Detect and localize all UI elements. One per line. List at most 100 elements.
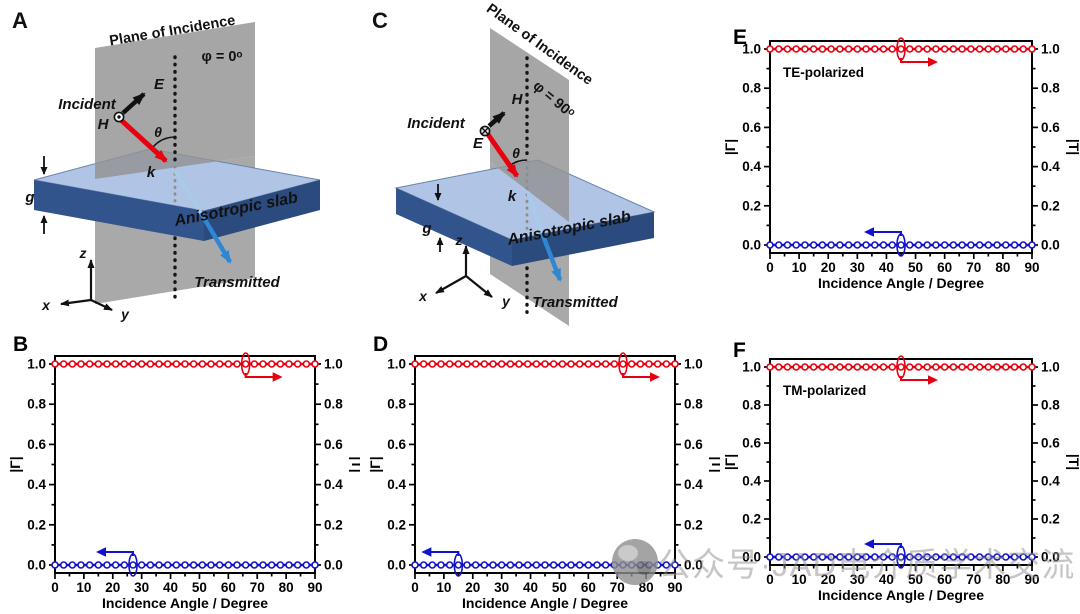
y-tick-label-right: 0.8 [1041, 81, 1060, 96]
series-marker [207, 561, 215, 569]
series-marker [215, 360, 224, 368]
series-marker [975, 45, 984, 53]
y-tick-label-left: 1.0 [742, 42, 761, 57]
y-tick-label-left: 0.4 [742, 474, 761, 489]
series-marker [801, 363, 809, 371]
y-tick-label-right: 0.4 [324, 477, 343, 492]
series-marker [766, 241, 774, 249]
series-marker [419, 360, 428, 368]
y-tick-label-right: 1.0 [1041, 360, 1060, 375]
series-marker [888, 45, 897, 53]
h-field-arrow [487, 111, 506, 128]
x-tick-label: 40 [163, 580, 178, 595]
y-tick-label-right: 1.0 [324, 357, 343, 372]
series-marker [489, 360, 497, 368]
series-marker [967, 241, 975, 249]
series-marker [671, 561, 679, 569]
series-marker [276, 561, 285, 569]
series-marker [480, 561, 489, 569]
y-tick-label-left: 0.0 [387, 558, 406, 573]
series-marker [163, 561, 172, 569]
series-marker [445, 360, 454, 368]
series-marker [627, 360, 636, 368]
series-marker [862, 45, 870, 53]
y-axis-label-left: |Γ| [722, 454, 738, 470]
series-marker [463, 360, 471, 368]
series-marker [905, 553, 914, 561]
y-tick-label-right: 0.6 [324, 437, 343, 452]
series-marker [428, 561, 437, 569]
series-marker [575, 561, 584, 569]
series-marker [853, 553, 862, 561]
x-axis-label: Incidence Angle / Degree [462, 595, 628, 611]
y-axis-label-left: |Γ| [722, 139, 738, 155]
transmitted-arrow [539, 232, 563, 282]
series-marker [809, 241, 818, 249]
series-marker [827, 363, 835, 371]
series-marker [932, 241, 940, 249]
x-tick-label: 0 [766, 260, 774, 275]
series-marker [888, 241, 897, 249]
y-tick-label-left: 0.4 [387, 477, 406, 492]
series-marker [285, 360, 293, 368]
y-tick-label-left: 0.2 [27, 517, 46, 532]
series-marker [836, 553, 844, 561]
x-tick-label: 20 [821, 260, 836, 275]
series-marker [198, 561, 207, 569]
chart-panel-E: E 0.0 0.0 0.2 0.2 0.4 0.4 0.6 0.6 0.8 0.8 1.0 1.0 0 10… [722, 26, 1080, 291]
series-marker [636, 360, 645, 368]
callout-left-arrowhead [421, 547, 432, 557]
y-tick-label-left: 0.0 [742, 238, 761, 253]
theta-label: θ [154, 124, 162, 140]
series-marker [871, 45, 879, 53]
series-marker [103, 360, 111, 368]
series-marker [94, 360, 103, 368]
series-marker [958, 45, 966, 53]
x-tick-label: 50 [192, 580, 207, 595]
panel-label: B [13, 333, 28, 356]
series-marker [593, 561, 601, 569]
series-marker [879, 363, 888, 371]
y-tick-label-left: 0.8 [742, 398, 761, 413]
series-marker [68, 561, 77, 569]
series-marker [766, 553, 774, 561]
series-marker [967, 45, 975, 53]
series-marker [463, 561, 471, 569]
series-marker [259, 360, 267, 368]
series-marker [645, 360, 653, 368]
series-marker [897, 241, 905, 249]
y-tick-label-right: 0.8 [1041, 398, 1060, 413]
y-axis-label-right: |T| [709, 456, 720, 472]
series-marker [593, 360, 601, 368]
series-marker [827, 241, 835, 249]
h-field-label: H [512, 91, 524, 108]
axis-x-label: x [41, 297, 51, 313]
series-marker [818, 45, 827, 53]
series-marker [437, 561, 445, 569]
series-marker [302, 360, 311, 368]
x-tick-label: 0 [51, 580, 59, 595]
series-marker [619, 360, 627, 368]
y-tick-label-right: 0.0 [684, 558, 703, 573]
series-marker [137, 360, 146, 368]
phi-angle-label: φ = 0ᵒ [202, 49, 243, 65]
series-marker [558, 561, 567, 569]
series-marker [888, 553, 897, 561]
thickness-label: g [421, 220, 431, 237]
x-tick-label: 20 [105, 580, 120, 595]
callout-right-arrowhead [272, 372, 283, 382]
series-marker [1010, 363, 1019, 371]
series-marker [1001, 363, 1010, 371]
callout-right-arrowhead [928, 375, 938, 385]
axis-x-label: x [418, 288, 428, 304]
y-tick-label-right: 0.2 [1041, 198, 1060, 213]
series-marker [163, 360, 172, 368]
series-marker [567, 561, 575, 569]
series-marker [1028, 241, 1036, 249]
series-marker [515, 561, 523, 569]
plot-frame [54, 355, 316, 574]
series-marker [541, 561, 549, 569]
y-axis-label-right: |T| [1066, 139, 1080, 155]
series-marker [888, 363, 897, 371]
series-marker [958, 241, 966, 249]
